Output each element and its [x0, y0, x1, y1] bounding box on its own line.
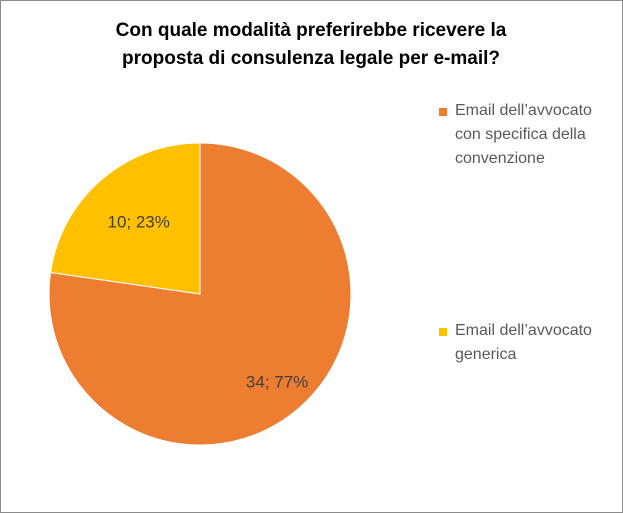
legend-label-generica-line-1: Email dell’avvocato: [455, 322, 592, 339]
legend-label-specifica-line-3: convenzione: [455, 150, 545, 167]
legend-label-specifica-line-1: Email dell’avvocato: [455, 102, 592, 119]
data-label-specifica: 34; 77%: [246, 372, 308, 391]
chart-title-line-2: proposta di consulenza legale per e-mail…: [122, 48, 500, 69]
chart-title: Con quale modalità preferirebbe ricevere…: [61, 17, 561, 73]
data-label-generica: 10; 23%: [107, 213, 169, 232]
legend-label-specifica: Email dell’avvocato con specifica della …: [455, 99, 623, 171]
pie-slice-specifica: [48, 142, 352, 446]
legend-label-generica-line-2: generica: [455, 346, 517, 363]
legend-swatch-specifica: [439, 108, 447, 116]
legend-label-generica: Email dell’avvocato generica: [455, 319, 623, 367]
pie-slice-generica: [49, 142, 201, 295]
legend-label-specifica-line-2: con specifica della: [455, 126, 586, 143]
legend-swatch-generica: [439, 328, 447, 336]
chart-title-line-1: Con quale modalità preferirebbe ricevere…: [115, 20, 507, 41]
